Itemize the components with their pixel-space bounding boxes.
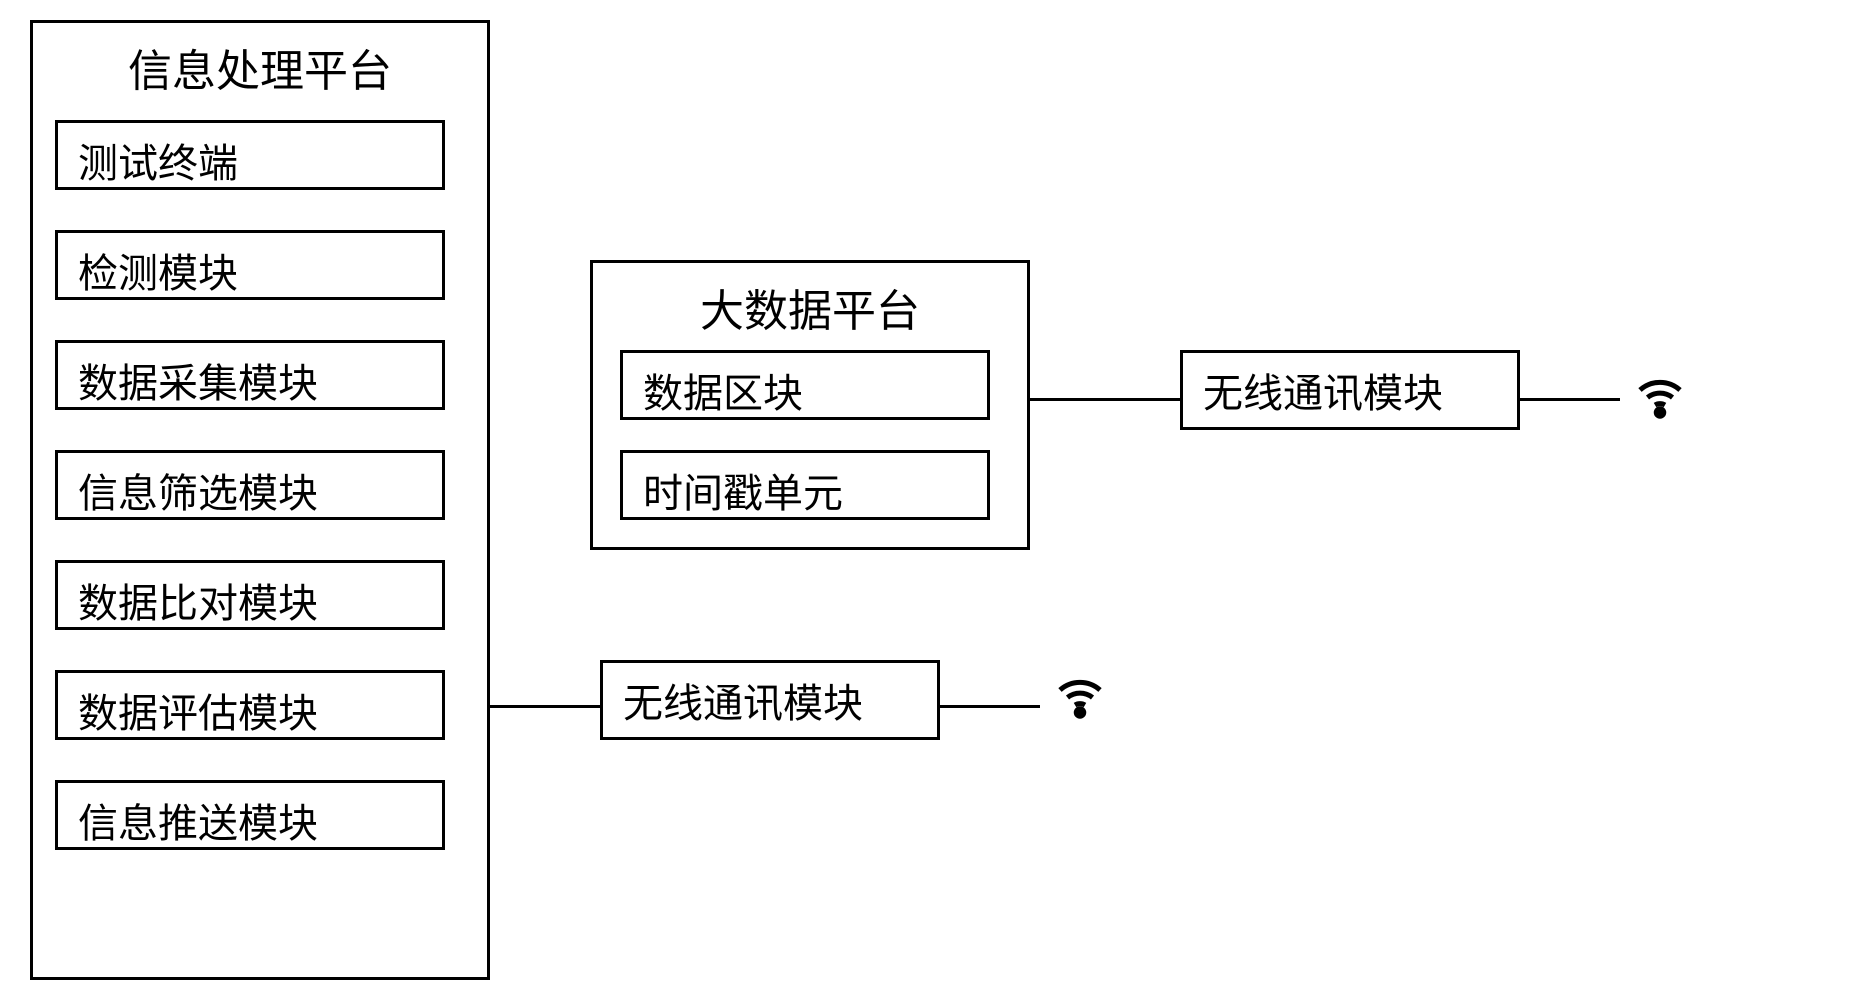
connector-line xyxy=(490,705,600,708)
wifi-icon xyxy=(1050,660,1110,729)
bigdata-platform-title: 大数据平台 xyxy=(593,263,1027,351)
sub-item-info-push: 信息推送模块 xyxy=(55,780,445,850)
sub-item-test-terminal: 测试终端 xyxy=(55,120,445,190)
connector-line xyxy=(940,705,1040,708)
sub-item-data-collect: 数据采集模块 xyxy=(55,340,445,410)
connector-line xyxy=(1030,398,1180,401)
wifi-icon xyxy=(1630,360,1690,429)
sub-item-detect-module: 检测模块 xyxy=(55,230,445,300)
wireless-module-bottom: 无线通讯模块 xyxy=(600,660,940,740)
connector-line xyxy=(1520,398,1620,401)
sub-item-data-evaluate: 数据评估模块 xyxy=(55,670,445,740)
sub-item-data-compare: 数据比对模块 xyxy=(55,560,445,630)
sub-item-timestamp-unit: 时间戳单元 xyxy=(620,450,990,520)
info-platform-title: 信息处理平台 xyxy=(33,23,487,111)
sub-item-info-filter: 信息筛选模块 xyxy=(55,450,445,520)
wireless-module-right: 无线通讯模块 xyxy=(1180,350,1520,430)
sub-item-data-block: 数据区块 xyxy=(620,350,990,420)
